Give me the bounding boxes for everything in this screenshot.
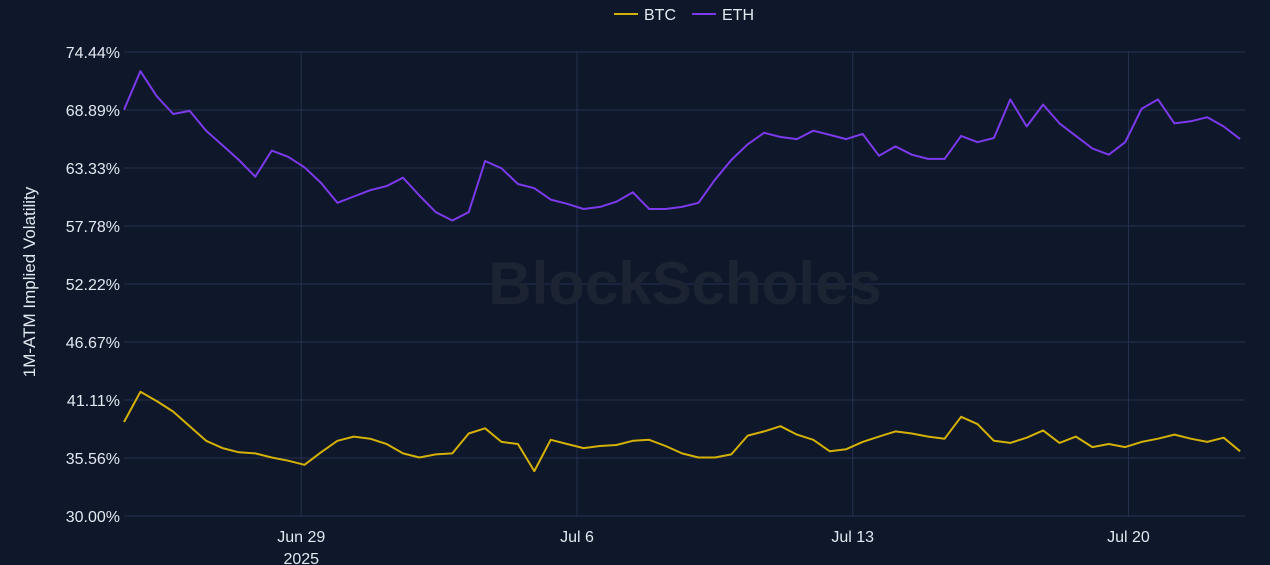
series-lines bbox=[123, 70, 1241, 473]
y-tick-label: 35.56% bbox=[66, 451, 120, 468]
x-tick-label: Jul 20 bbox=[1107, 529, 1150, 546]
y-tick-label: 46.67% bbox=[66, 335, 120, 352]
y-tick-label: 57.78% bbox=[66, 219, 120, 236]
x-axis: Jun 29 2025 Jul 6 Jul 13 Jul 20 bbox=[277, 529, 1150, 565]
legend-label-eth: ETH bbox=[722, 7, 754, 24]
y-tick-label: 74.44% bbox=[66, 45, 120, 62]
x-tick-year-label: 2025 bbox=[283, 551, 319, 565]
y-tick-label: 63.33% bbox=[66, 161, 120, 178]
x-tick-label: Jul 13 bbox=[831, 529, 874, 546]
y-tick-label: 30.00% bbox=[66, 509, 120, 526]
x-tick-label: Jun 29 bbox=[277, 529, 325, 546]
grid bbox=[124, 51, 1245, 517]
legend: BTC ETH bbox=[614, 7, 754, 24]
y-tick-label: 52.22% bbox=[66, 277, 120, 294]
y-axis: 30.00% 35.56% 41.11% 46.67% 52.22% 57.78% 63.3… bbox=[66, 45, 120, 526]
x-tick-label: Jul 6 bbox=[560, 529, 594, 546]
y-axis-label: 1M-ATM Implied Volatility bbox=[20, 186, 39, 377]
watermark-text: BlockScholes bbox=[488, 250, 882, 317]
y-tick-label: 68.89% bbox=[66, 103, 120, 120]
series-line-btc bbox=[123, 390, 1241, 473]
y-tick-label: 41.11% bbox=[67, 393, 120, 410]
legend-label-btc: BTC bbox=[644, 7, 676, 24]
series-line-eth bbox=[123, 70, 1241, 222]
